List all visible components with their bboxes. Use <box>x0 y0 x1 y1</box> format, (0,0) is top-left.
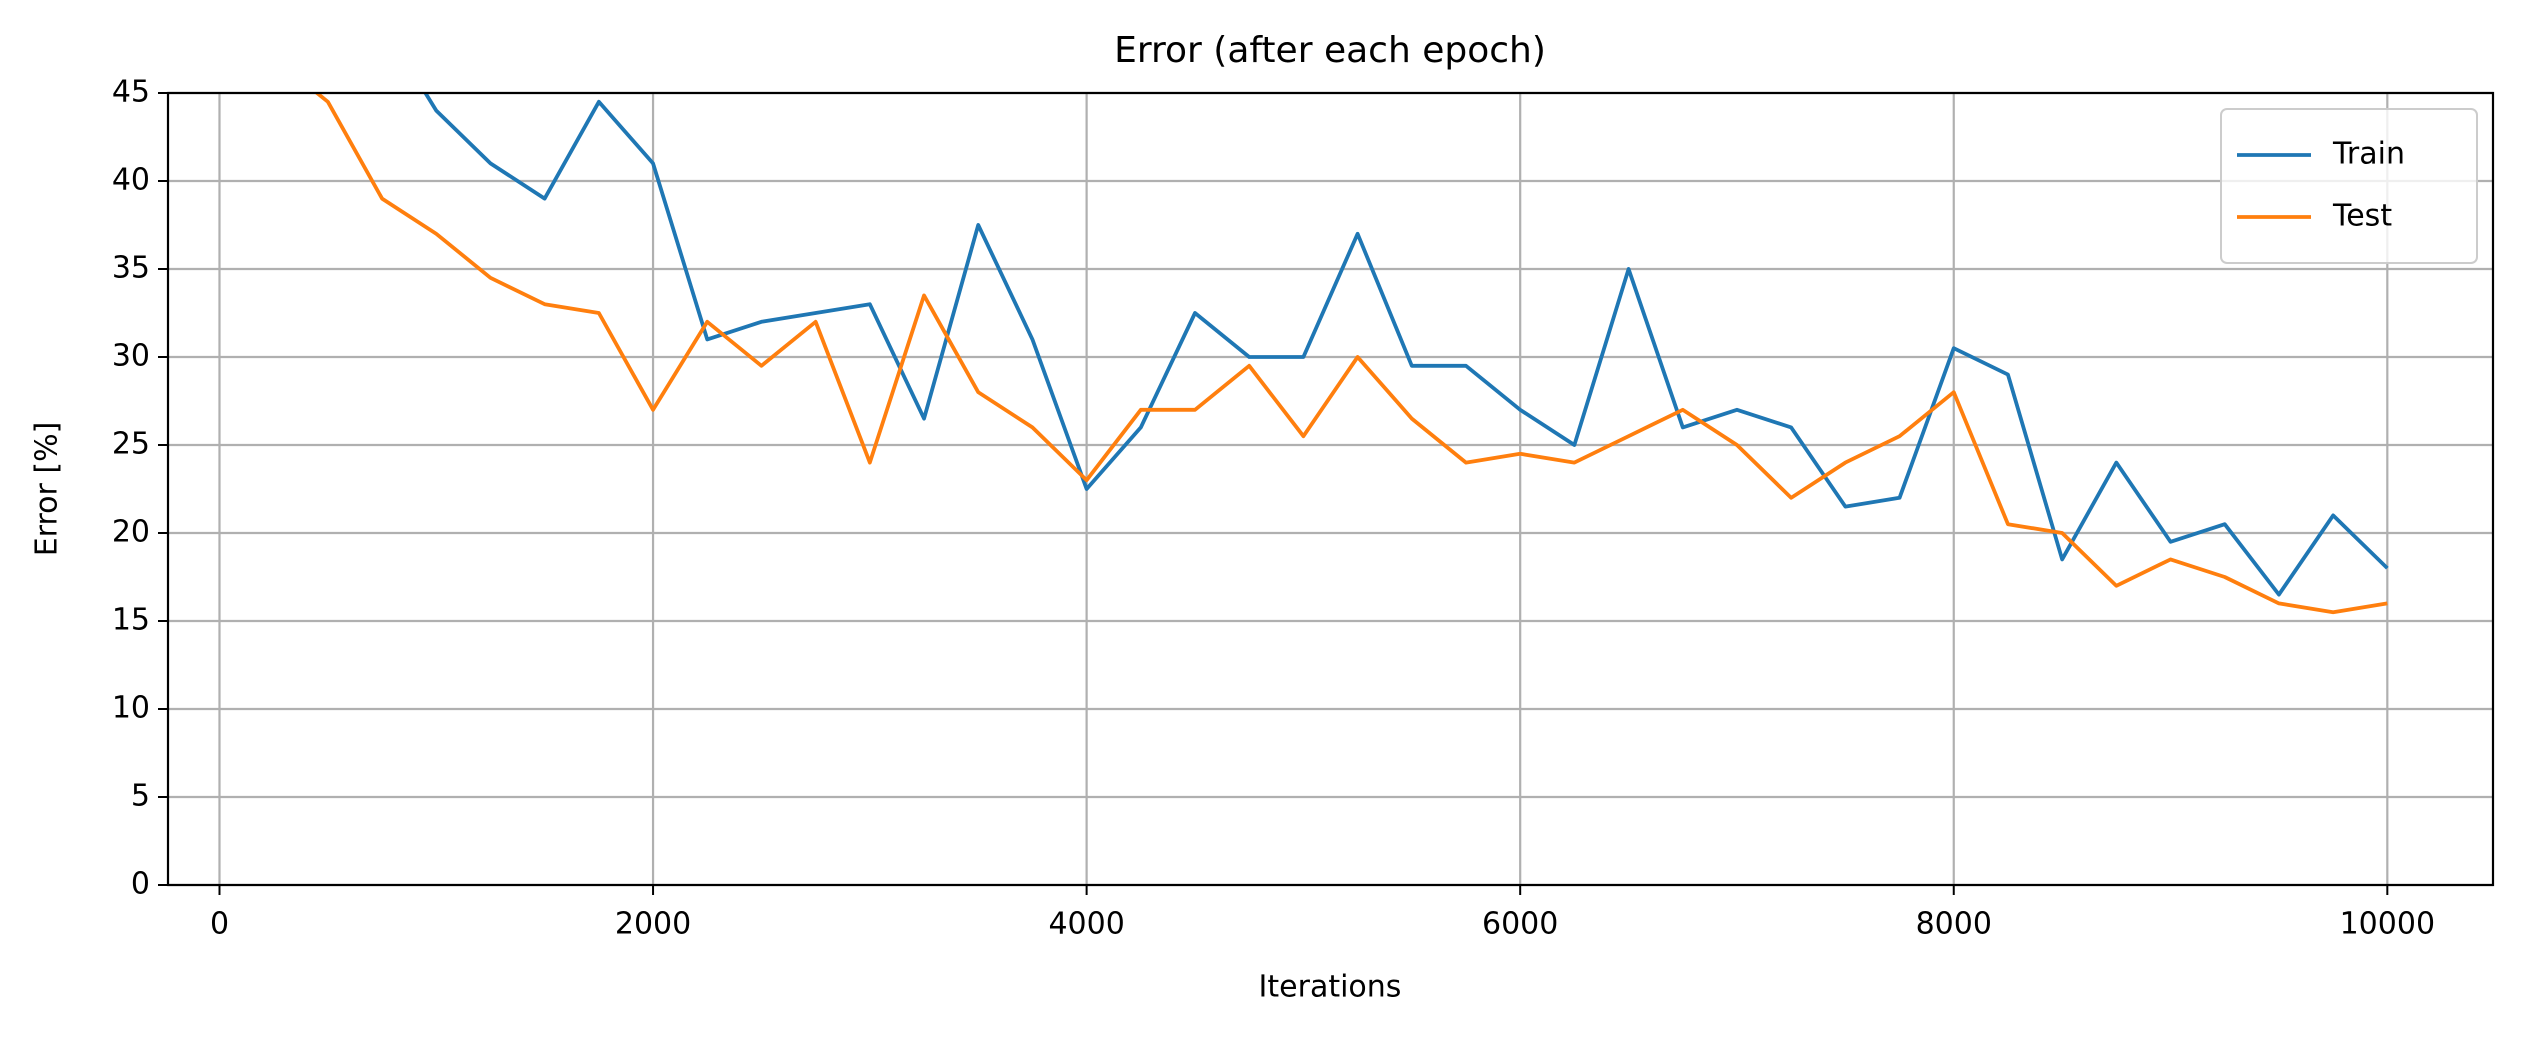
x-tick-label: 0 <box>210 907 229 942</box>
y-tick-label: 20 <box>112 515 150 550</box>
line-series <box>314 93 2388 615</box>
y-tick-label: 40 <box>112 163 150 198</box>
plot-area <box>314 93 2389 615</box>
x-tick-label: 4000 <box>1048 907 1124 942</box>
x-tick-label: 2000 <box>615 907 691 942</box>
legend-box <box>2220 108 2478 264</box>
line-series <box>423 93 2389 597</box>
y-tick-label: 45 <box>112 75 150 110</box>
y-tick-label: 25 <box>112 427 150 462</box>
y-tick-label: 0 <box>131 867 150 902</box>
y-tick-label: 5 <box>131 779 150 814</box>
legend: Train Test <box>2220 108 2478 264</box>
chart-title: Error (after each epoch) <box>1114 30 1546 71</box>
y-tick-label: 35 <box>112 251 150 286</box>
x-tick-label: 10000 <box>2340 907 2435 942</box>
y-tick-label: 30 <box>112 339 150 374</box>
legend-label: Test <box>2332 199 2392 234</box>
x-axis-label: Iterations <box>1259 970 1402 1005</box>
x-tick-label: 8000 <box>1916 907 1992 942</box>
plot-frame <box>166 91 2495 887</box>
grid <box>168 91 2493 887</box>
x-tick-label: 6000 <box>1482 907 1558 942</box>
legend-label: Train <box>2332 137 2405 172</box>
y-axis-label: Error [%] <box>30 422 65 557</box>
y-tick-label: 10 <box>112 691 150 726</box>
y-tick-label: 15 <box>112 603 150 638</box>
